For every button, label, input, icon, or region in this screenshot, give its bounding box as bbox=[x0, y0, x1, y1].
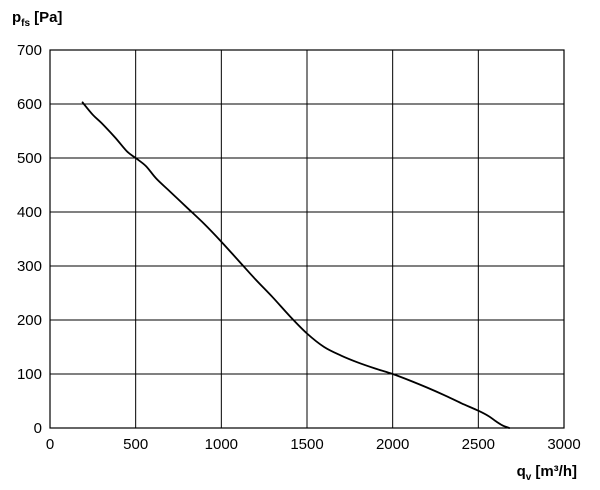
y-axis-unit: [Pa] bbox=[34, 9, 62, 26]
y-tick-label: 0 bbox=[34, 420, 42, 437]
x-axis-title: qv [m³/h] bbox=[517, 463, 577, 483]
x-tick-label: 3000 bbox=[547, 436, 580, 453]
x-axis-unit: [m³/h] bbox=[535, 463, 577, 480]
x-tick-label: 1500 bbox=[290, 436, 323, 453]
x-tick-label: 0 bbox=[46, 436, 54, 453]
y-axis-title: pfs [Pa] bbox=[12, 9, 62, 29]
y-tick-label: 300 bbox=[17, 258, 42, 275]
x-axis-ticks: 0 500 1000 1500 2000 2500 3000 bbox=[46, 436, 581, 453]
y-axis-symbol: p bbox=[12, 9, 21, 26]
y-tick-label: 600 bbox=[17, 96, 42, 113]
y-tick-label: 200 bbox=[17, 312, 42, 329]
x-axis-symbol: q bbox=[517, 463, 526, 480]
y-tick-label: 100 bbox=[17, 366, 42, 383]
x-tick-label: 2500 bbox=[462, 436, 495, 453]
y-tick-label: 500 bbox=[17, 150, 42, 167]
y-axis-ticks: 0 100 200 300 400 500 600 700 bbox=[17, 42, 42, 437]
y-axis-subscript: fs bbox=[21, 18, 30, 29]
x-tick-label: 1000 bbox=[205, 436, 238, 453]
y-tick-label: 400 bbox=[17, 204, 42, 221]
plot-area-frame bbox=[49, 49, 565, 429]
x-tick-label: 500 bbox=[123, 436, 148, 453]
y-tick-label: 700 bbox=[17, 42, 42, 59]
x-axis-subscript: v bbox=[526, 472, 532, 483]
grid-lines bbox=[50, 50, 564, 428]
series-line-pressure-curve bbox=[81, 101, 511, 429]
x-tick-label: 2000 bbox=[376, 436, 409, 453]
